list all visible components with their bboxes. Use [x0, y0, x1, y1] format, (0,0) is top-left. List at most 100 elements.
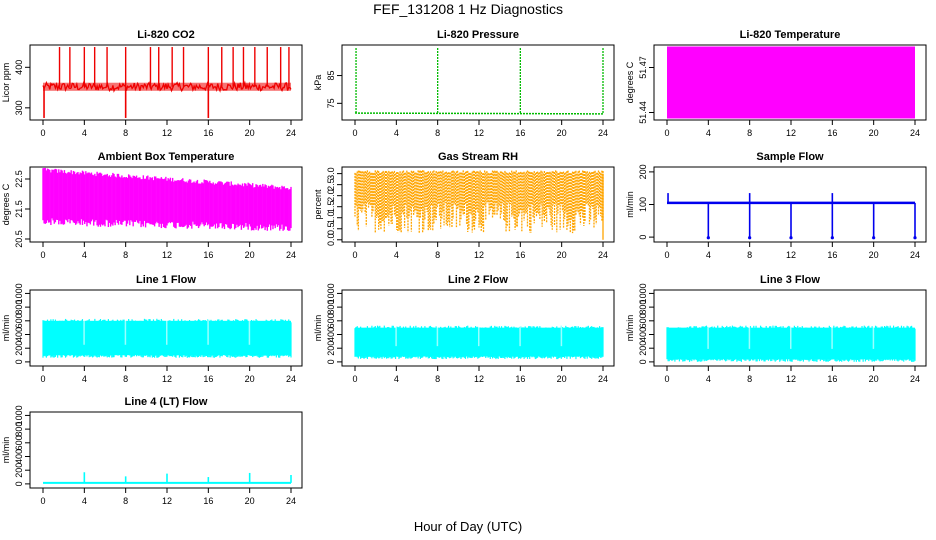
- y-tick-label: 2.5: [326, 178, 336, 191]
- x-tick-label: 12: [786, 374, 796, 384]
- y-tick-label: 1000: [14, 405, 24, 425]
- y-tick-label: 800: [326, 300, 336, 315]
- y-tick-label: 0.5: [326, 223, 336, 236]
- y-tick-label: 22.5: [14, 170, 24, 188]
- y-tick-label: 1000: [638, 283, 648, 303]
- x-tick-label: 16: [203, 128, 213, 138]
- y-tick-label: 100: [638, 197, 648, 212]
- y-tick-label: 800: [14, 300, 24, 315]
- dip-point: [748, 236, 752, 240]
- y-tick-label: 3.0: [326, 167, 336, 180]
- gap-mark: [395, 324, 397, 347]
- y-tick-label: 200: [14, 341, 24, 356]
- x-tick-label: 20: [245, 128, 255, 138]
- x-tick-label: 16: [515, 128, 525, 138]
- y-axis-label: ml/min: [313, 315, 323, 342]
- y-tick-label: 0: [326, 359, 336, 364]
- dip-point: [830, 236, 834, 240]
- chart-panel: Line 2 Flow ml/min 0 4 8 12 16 20 24 0 20040060080…: [313, 274, 615, 384]
- gap-mark: [831, 324, 833, 349]
- data-layer: [354, 47, 604, 115]
- y-tick-label: 600: [638, 313, 648, 328]
- x-tick-label: 8: [435, 250, 440, 260]
- x-tick-label: 24: [286, 128, 296, 138]
- y-tick-label: 85: [326, 71, 336, 81]
- x-tick-label: 4: [82, 496, 87, 506]
- plot-frame: [29, 166, 303, 243]
- data-layer: [42, 167, 292, 231]
- x-tick-label: 4: [82, 128, 87, 138]
- x-tick-label: 0: [664, 250, 669, 260]
- x-tick-label: 24: [286, 374, 296, 384]
- x-tick-label: 16: [827, 250, 837, 260]
- panel-title: Li-820 CO2: [137, 29, 194, 41]
- gap-mark: [436, 324, 439, 347]
- chart-panel: Gas Stream RH percent 0 4 8 12 16 20 24 0.00.51.0…: [313, 151, 615, 260]
- y-tick-label: 800: [14, 422, 24, 437]
- x-tick-label: 16: [827, 374, 837, 384]
- y-tick-label: 600: [14, 435, 24, 450]
- x-tick-label: 20: [557, 250, 567, 260]
- data-layer: [667, 193, 917, 240]
- x-tick-label: 12: [786, 128, 796, 138]
- series-line: [354, 112, 604, 115]
- x-tick-label: 16: [515, 250, 525, 260]
- x-tick-label: 24: [286, 250, 296, 260]
- plot-frame: [653, 166, 927, 243]
- y-tick-label: 200: [638, 341, 648, 356]
- x-tick-label: 8: [747, 128, 752, 138]
- x-tick-label: 8: [123, 374, 128, 384]
- y-tick-label: 1.5: [326, 200, 336, 213]
- data-layer: [666, 324, 916, 362]
- plot-frame: [29, 411, 303, 489]
- x-tick-label: 0: [40, 250, 45, 260]
- gap-mark: [83, 318, 85, 345]
- y-tick-label: 1000: [326, 283, 336, 303]
- dip-point: [706, 236, 710, 240]
- y-axis-label: degrees C: [1, 183, 11, 225]
- x-tick-label: 20: [869, 128, 879, 138]
- gap-mark: [519, 324, 521, 347]
- y-tick-label: 200: [638, 164, 648, 179]
- plot-frame: [341, 44, 615, 121]
- y-tick-label: 1000: [14, 283, 24, 303]
- x-tick-label: 0: [40, 128, 45, 138]
- x-tick-label: 4: [82, 250, 87, 260]
- chart-panel: Li-820 Temperature degrees C 0 4 8 12 16 20 24 51…: [625, 29, 927, 138]
- y-tick-label: 1.0: [326, 211, 336, 224]
- x-tick-label: 24: [286, 496, 296, 506]
- panel-title: Line 1 Flow: [136, 274, 196, 286]
- data-layer: [354, 170, 604, 240]
- y-tick-label: 400: [14, 449, 24, 464]
- panel-title: Line 3 Flow: [760, 274, 820, 286]
- panel-title: Li-820 Pressure: [437, 29, 519, 41]
- gap-mark: [748, 324, 751, 349]
- x-tick-label: 24: [598, 250, 608, 260]
- x-tick-label: 12: [474, 128, 484, 138]
- y-tick-label: 400: [14, 60, 24, 75]
- chart-panel: Line 4 (LT) Flow ml/min 0 4 8 12 16 20 24 0 200400…: [1, 396, 303, 506]
- x-tick-label: 4: [706, 374, 711, 384]
- dip-point: [913, 236, 917, 240]
- chart-panel: Li-820 CO2 Licor ppm 0 4 8 12 16 20 24 300 400: [1, 29, 303, 138]
- y-tick-label: 800: [638, 300, 648, 315]
- gap-mark: [124, 318, 127, 345]
- x-tick-label: 20: [245, 250, 255, 260]
- data-layer: [667, 46, 915, 119]
- y-axis-label: ml/min: [1, 437, 11, 464]
- dip-point: [872, 236, 876, 240]
- x-tick-label: 4: [706, 128, 711, 138]
- x-tick-label: 24: [598, 128, 608, 138]
- gap-mark: [248, 318, 251, 345]
- x-tick-label: 0: [664, 128, 669, 138]
- data-layer: [43, 472, 292, 484]
- y-tick-label: 21.5: [14, 200, 24, 218]
- y-tick-label: 400: [638, 327, 648, 342]
- plot-frame: [341, 289, 615, 367]
- panel-title: Sample Flow: [756, 151, 824, 163]
- x-tick-label: 12: [474, 374, 484, 384]
- x-tick-label: 4: [394, 250, 399, 260]
- y-tick-label: 300: [14, 100, 24, 115]
